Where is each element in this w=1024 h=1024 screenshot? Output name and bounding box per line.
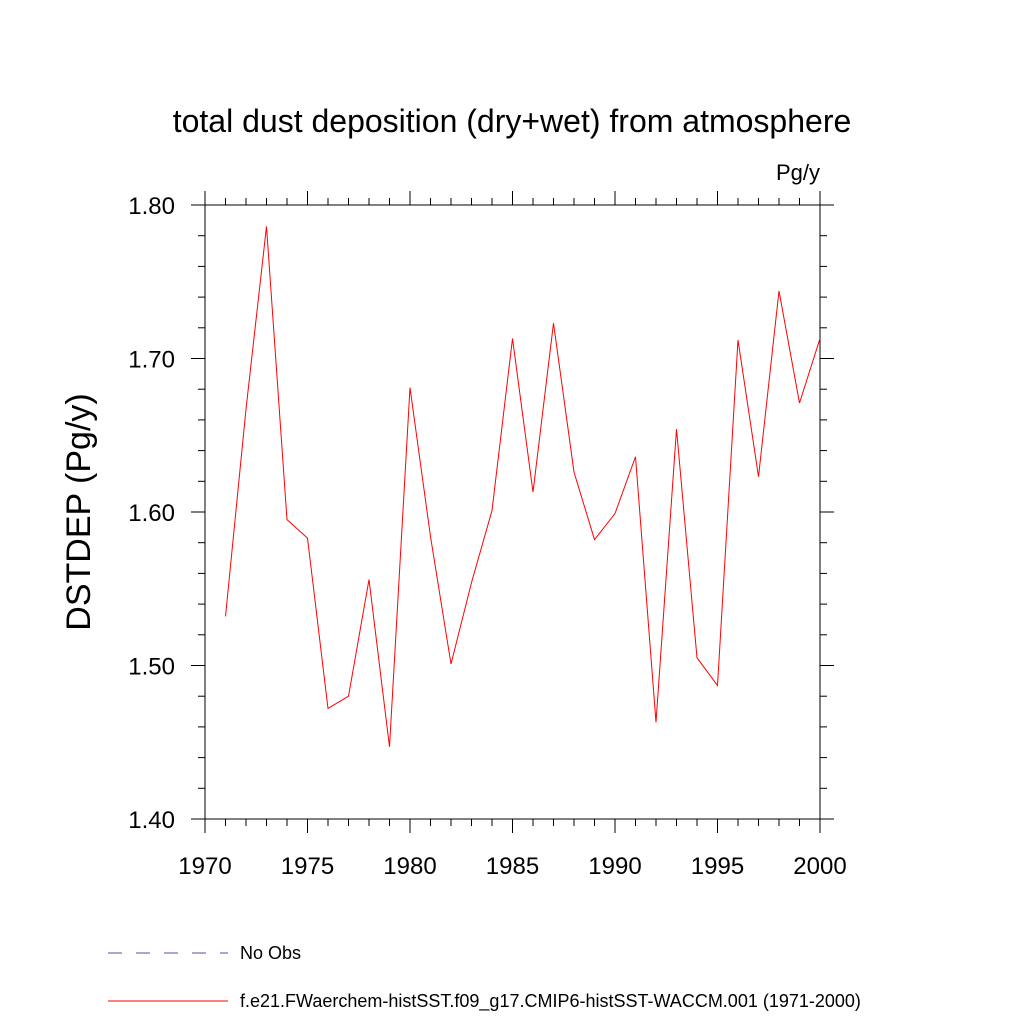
legend: No Obs f.e21.FWaerchem-histSST.f09_g17.C…: [108, 943, 861, 1012]
y-axis-label: DSTDEP (Pg/y): [60, 393, 98, 630]
x-tick-label: 1990: [588, 853, 641, 880]
x-tick-label: 1980: [383, 853, 436, 880]
x-tick-label: 1975: [281, 853, 334, 880]
axis-ticks: [191, 191, 834, 833]
series-layer: [225, 226, 821, 747]
x-tick-label: 1985: [486, 853, 539, 880]
y-tick-label: 1.50: [128, 654, 175, 681]
series-line: [225, 226, 821, 747]
y-tick-label: 1.70: [128, 347, 175, 374]
chart-title: total dust deposition (dry+wet) from atm…: [173, 103, 852, 139]
x-tick-label: 2000: [793, 853, 846, 880]
x-tick-label: 1970: [178, 853, 231, 880]
y-tick-label: 1.80: [128, 193, 175, 220]
y-tick-label: 1.40: [128, 807, 175, 834]
legend-label-no-obs: No Obs: [240, 943, 301, 963]
y-tick-label: 1.60: [128, 500, 175, 527]
units-label: Pg/y: [776, 160, 820, 185]
legend-label-model: f.e21.FWaerchem-histSST.f09_g17.CMIP6-hi…: [240, 991, 861, 1012]
x-tick-label: 1995: [691, 853, 744, 880]
tick-labels: 1970 1975 1980 1985 1990 1995 2000 1.40 1.50 1.60…: [128, 193, 846, 880]
